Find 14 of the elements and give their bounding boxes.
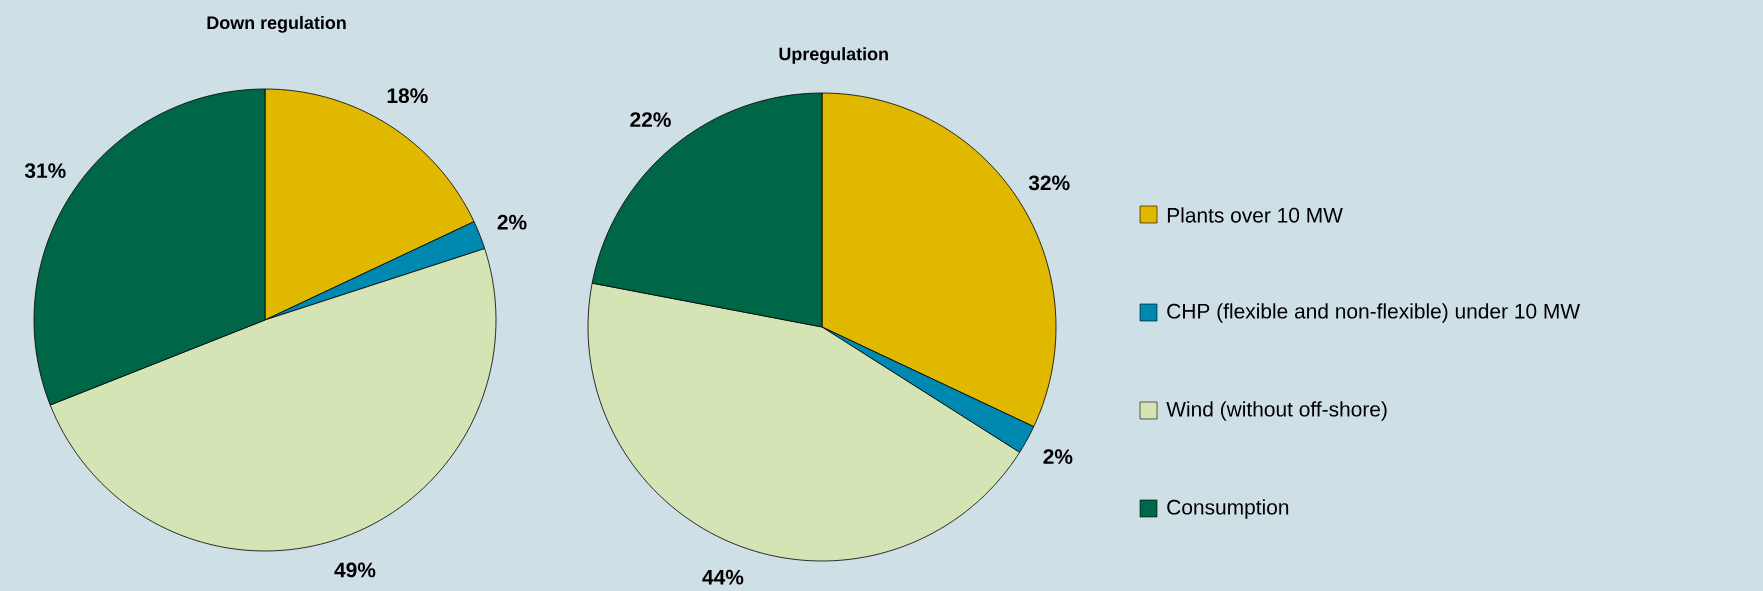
chart-title: Upregulation <box>779 47 888 64</box>
data-label: 32% <box>1028 175 1070 191</box>
data-label: 31% <box>24 163 66 179</box>
data-label: 18% <box>387 88 428 104</box>
legend-label: Plants over 10 MW <box>1167 207 1343 223</box>
data-label: 49% <box>334 562 376 578</box>
legend-label: Wind (without off-shore) <box>1166 401 1387 421</box>
legend-label: Consumption <box>1167 499 1289 519</box>
data-label: 22% <box>630 112 671 128</box>
chart-title: Down regulation <box>207 15 346 33</box>
data-label: 2% <box>1043 449 1073 465</box>
data-label: 44% <box>702 569 744 585</box>
legend-label: CHP (flexible and non-flexible) under 10 MW <box>1167 303 1581 323</box>
data-label: 2% <box>497 214 527 230</box>
